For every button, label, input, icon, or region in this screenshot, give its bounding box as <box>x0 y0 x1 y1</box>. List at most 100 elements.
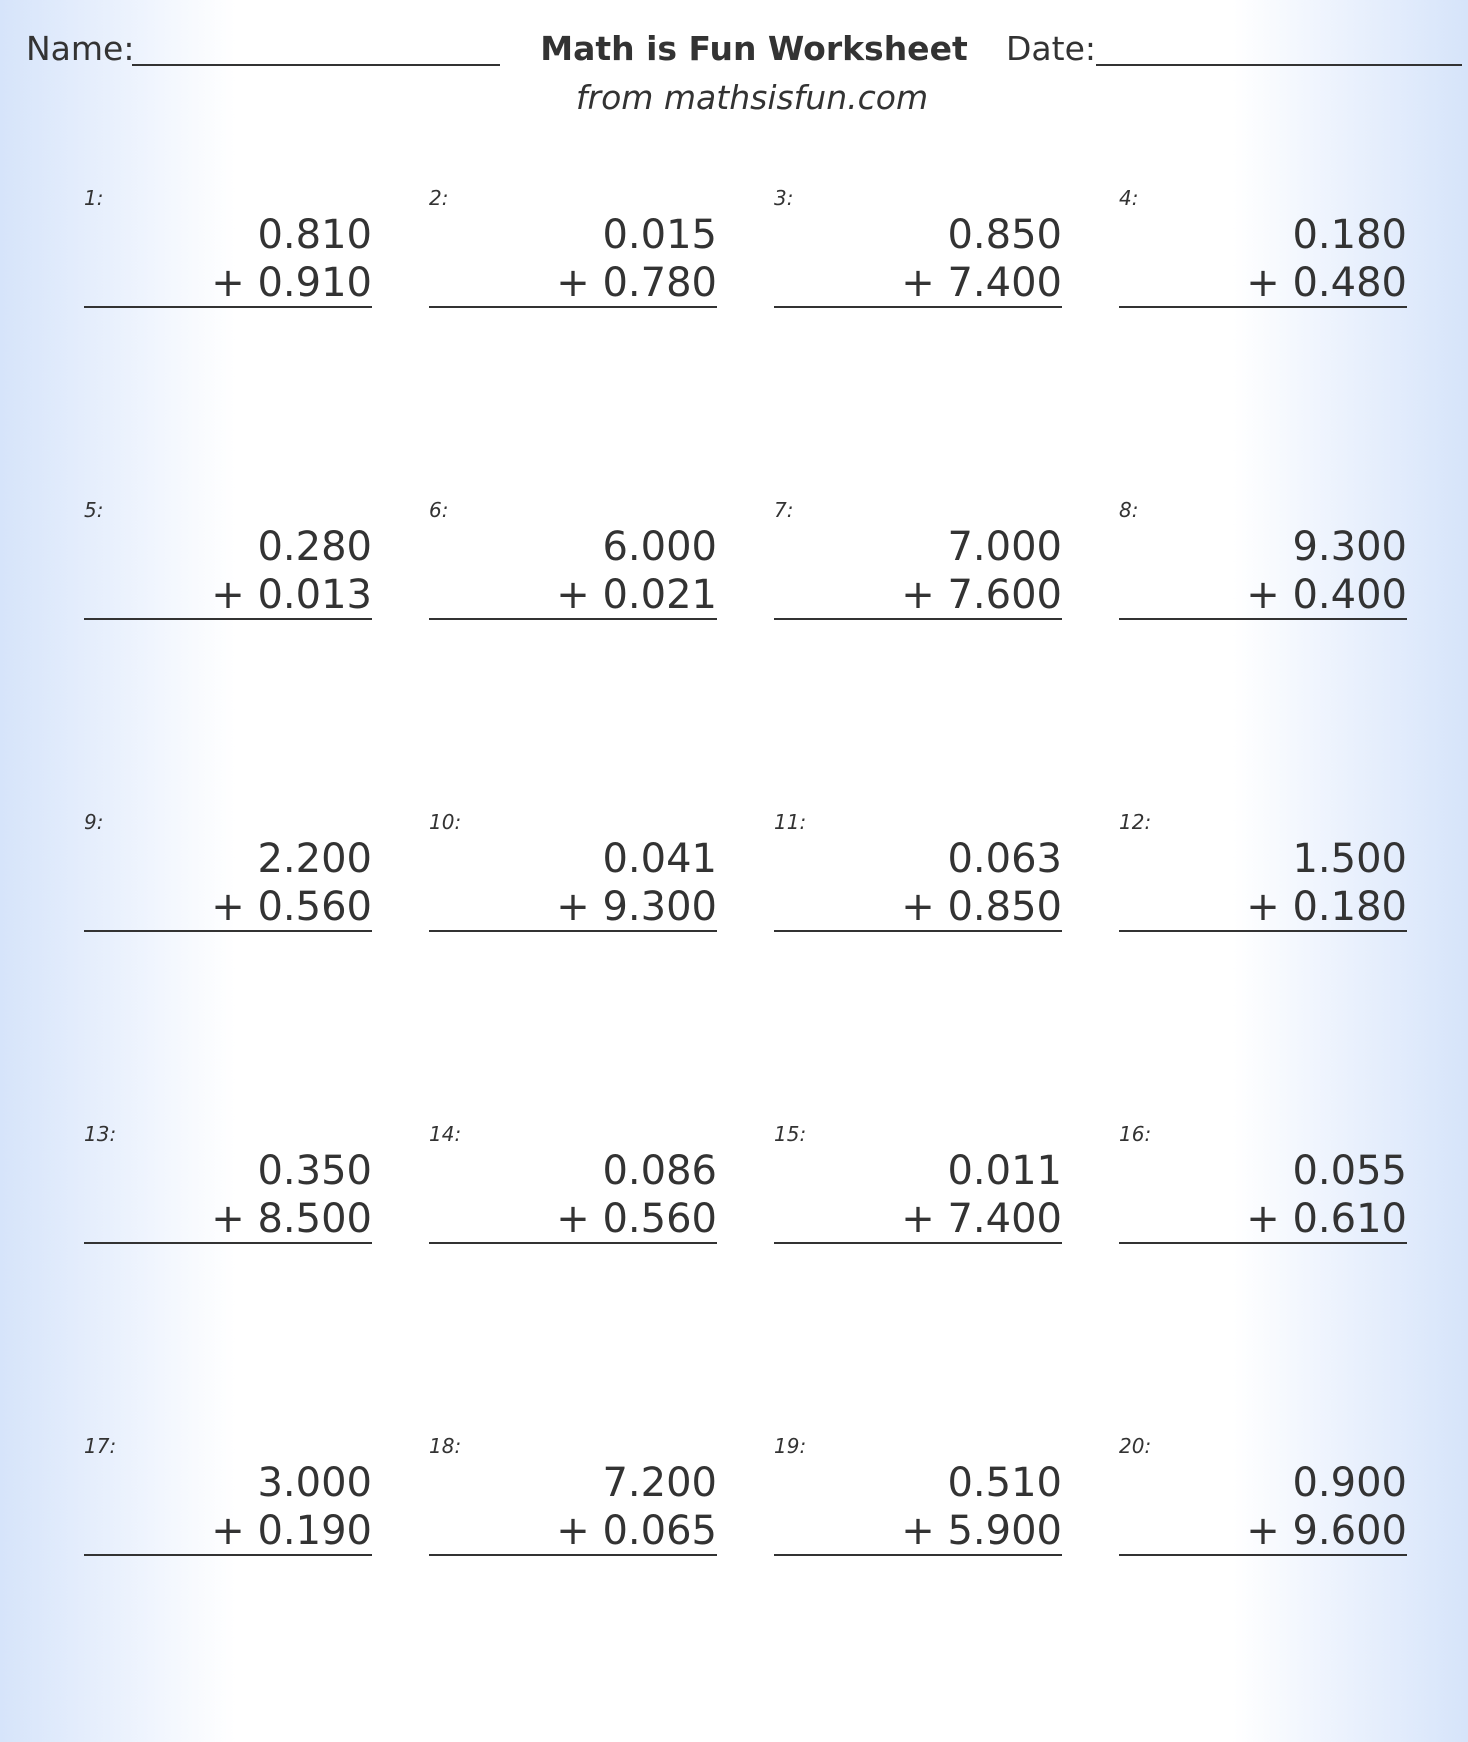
second-addend: + 5.900 <box>901 1508 1062 1554</box>
first-addend: 7.000 <box>947 524 1062 570</box>
problem-number: 3: <box>774 186 794 210</box>
problem-20: 20: 0.900 + 9.600 <box>1119 1430 1407 1742</box>
problem-13: 13: 0.350 + 8.500 <box>84 1118 372 1430</box>
first-addend: 0.900 <box>1292 1460 1407 1506</box>
first-addend: 6.000 <box>602 524 717 570</box>
problem-1: 1: 0.810 + 0.910 <box>84 182 372 494</box>
first-addend: 0.280 <box>257 524 372 570</box>
first-addend: 0.063 <box>947 836 1062 882</box>
problem-grid: 1: 0.810 + 0.910 2: 0.015 + 0.780 3: 0.850 + 7.4… <box>84 182 1407 1742</box>
answer-line <box>774 1242 1062 1244</box>
answer-line <box>774 930 1062 932</box>
second-addend: + 0.780 <box>556 260 717 306</box>
answer-line <box>1119 306 1407 308</box>
problem-7: 7: 7.000 + 7.600 <box>774 494 1062 806</box>
page-title: Math is Fun Worksheet <box>540 29 968 68</box>
first-addend: 1.500 <box>1292 836 1407 882</box>
problem-9: 9: 2.200 + 0.560 <box>84 806 372 1118</box>
problem-10: 10: 0.041 + 9.300 <box>429 806 717 1118</box>
second-addend: + 0.610 <box>1246 1196 1407 1242</box>
answer-line <box>84 1242 372 1244</box>
answer-line <box>84 1554 372 1556</box>
second-addend: + 0.021 <box>556 572 717 618</box>
answer-line <box>84 306 372 308</box>
problem-number: 16: <box>1119 1122 1152 1146</box>
problem-number: 1: <box>84 186 104 210</box>
problem-4: 4: 0.180 + 0.480 <box>1119 182 1407 494</box>
first-addend: 0.086 <box>602 1148 717 1194</box>
answer-line <box>84 618 372 620</box>
answer-line <box>774 618 1062 620</box>
problem-number: 5: <box>84 498 104 522</box>
first-addend: 3.000 <box>257 1460 372 1506</box>
problem-number: 8: <box>1119 498 1139 522</box>
first-addend: 0.180 <box>1292 212 1407 258</box>
first-addend: 0.015 <box>602 212 717 258</box>
first-addend: 7.200 <box>602 1460 717 1506</box>
problem-2: 2: 0.015 + 0.780 <box>429 182 717 494</box>
answer-line <box>84 930 372 932</box>
second-addend: + 7.400 <box>901 1196 1062 1242</box>
problem-18: 18: 7.200 + 0.065 <box>429 1430 717 1742</box>
first-addend: 0.041 <box>602 836 717 882</box>
problem-11: 11: 0.063 + 0.850 <box>774 806 1062 1118</box>
second-addend: + 0.850 <box>901 884 1062 930</box>
answer-line <box>429 618 717 620</box>
second-addend: + 9.300 <box>556 884 717 930</box>
name-label: Name: <box>26 29 135 68</box>
problem-15: 15: 0.011 + 7.400 <box>774 1118 1062 1430</box>
answer-line <box>1119 1554 1407 1556</box>
second-addend: + 0.190 <box>211 1508 372 1554</box>
problem-number: 2: <box>429 186 449 210</box>
first-addend: 0.055 <box>1292 1148 1407 1194</box>
second-addend: + 0.560 <box>556 1196 717 1242</box>
answer-line <box>429 1242 717 1244</box>
first-addend: 0.510 <box>947 1460 1062 1506</box>
second-addend: + 0.400 <box>1246 572 1407 618</box>
answer-line <box>429 930 717 932</box>
second-addend: + 8.500 <box>211 1196 372 1242</box>
answer-line <box>1119 1242 1407 1244</box>
first-addend: 0.810 <box>257 212 372 258</box>
problem-12: 12: 1.500 + 0.180 <box>1119 806 1407 1118</box>
problem-number: 4: <box>1119 186 1139 210</box>
first-addend: 9.300 <box>1292 524 1407 570</box>
answer-line <box>1119 930 1407 932</box>
problem-19: 19: 0.510 + 5.900 <box>774 1430 1062 1742</box>
problem-number: 15: <box>774 1122 807 1146</box>
second-addend: + 7.400 <box>901 260 1062 306</box>
answer-line <box>1119 618 1407 620</box>
problem-number: 17: <box>84 1434 117 1458</box>
problem-3: 3: 0.850 + 7.400 <box>774 182 1062 494</box>
problem-number: 12: <box>1119 810 1152 834</box>
problem-5: 5: 0.280 + 0.013 <box>84 494 372 806</box>
first-addend: 0.011 <box>947 1148 1062 1194</box>
date-label: Date: <box>1006 29 1096 68</box>
second-addend: + 0.065 <box>556 1508 717 1554</box>
name-field-line <box>132 64 500 66</box>
problem-14: 14: 0.086 + 0.560 <box>429 1118 717 1430</box>
page-subtitle: from mathsisfun.com <box>575 78 929 117</box>
date-field-line <box>1096 64 1462 66</box>
problem-number: 9: <box>84 810 104 834</box>
problem-8: 8: 9.300 + 0.400 <box>1119 494 1407 806</box>
problem-17: 17: 3.000 + 0.190 <box>84 1430 372 1742</box>
first-addend: 0.850 <box>947 212 1062 258</box>
problem-16: 16: 0.055 + 0.610 <box>1119 1118 1407 1430</box>
worksheet-header: Name: Math is Fun Worksheet Date: <box>0 26 1468 72</box>
problem-number: 13: <box>84 1122 117 1146</box>
answer-line <box>429 306 717 308</box>
problem-number: 6: <box>429 498 449 522</box>
problem-number: 10: <box>429 810 462 834</box>
problem-number: 19: <box>774 1434 807 1458</box>
answer-line <box>774 306 1062 308</box>
second-addend: + 0.480 <box>1246 260 1407 306</box>
first-addend: 0.350 <box>257 1148 372 1194</box>
problem-number: 11: <box>774 810 807 834</box>
problem-number: 20: <box>1119 1434 1152 1458</box>
problem-number: 14: <box>429 1122 462 1146</box>
answer-line <box>429 1554 717 1556</box>
problem-number: 18: <box>429 1434 462 1458</box>
first-addend: 2.200 <box>257 836 372 882</box>
second-addend: + 0.910 <box>211 260 372 306</box>
